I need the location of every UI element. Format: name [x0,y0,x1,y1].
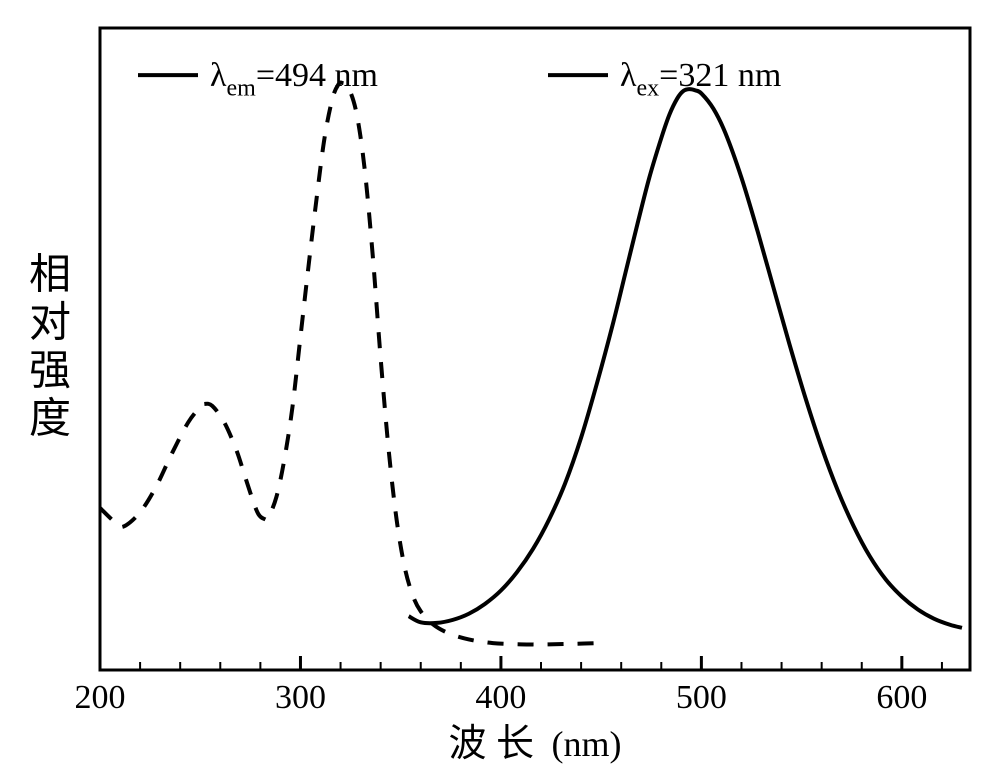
legend: λem=494 nmλex=321 nm [138,57,781,102]
figure-stage: 200 300 400 500 600 波 长 (nm) 相对强度 λem=494 nm… [0,0,1000,780]
x-tick-label: 200 [75,679,126,716]
x-tick-label: 400 [475,679,526,716]
x-axis-ticks [100,656,942,670]
x-tick-label: 500 [676,679,727,716]
x-tick-label: 300 [275,679,326,716]
series-emission_321nm [409,89,962,628]
series-group [100,82,962,644]
plot-border [100,28,970,670]
spectrum-chart: 200 300 400 500 600 波 长 (nm) 相对强度 λem=494 nm… [0,0,1000,780]
x-tick-label: 600 [876,679,927,716]
x-axis-labels: 200 300 400 500 600 [75,679,928,716]
y-axis-label: 相对强度 [29,253,71,443]
x-axis-label: 波 长 (nm) [449,723,622,765]
